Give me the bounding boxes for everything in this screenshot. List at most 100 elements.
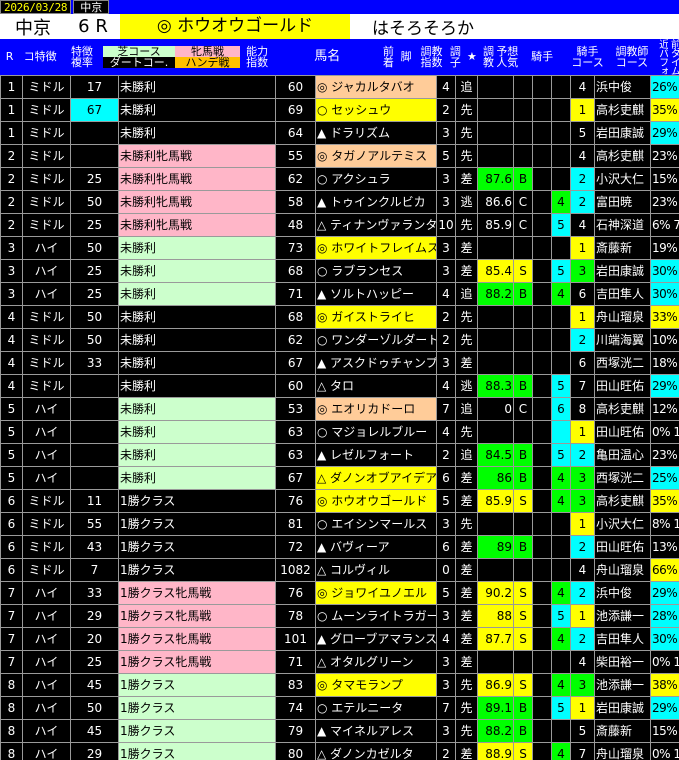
cell-training-index bbox=[477, 98, 514, 122]
venue-label: 中京 bbox=[73, 0, 110, 14]
table-row[interactable]: 7 ハイ 29 1勝クラス牝馬戦 78 ○ ムーンライトラガー 3 差 88 S 5 1 池添謙一 28%… bbox=[0, 604, 679, 628]
pick-horse-name: ホウオウゴールド bbox=[177, 16, 314, 36]
cell-pace: ミドル bbox=[22, 374, 71, 398]
cell-training-index: 89.1 bbox=[477, 696, 514, 720]
header-recent-perf-text: 近パフォ bbox=[656, 39, 668, 75]
cell-place-rate: 25 bbox=[70, 167, 119, 191]
featured-pick[interactable]: ◎ ホウオウゴールド bbox=[120, 14, 350, 39]
cell-ability-index: 67 bbox=[275, 351, 316, 375]
cell-jockey-course: 35% 3位 bbox=[650, 98, 679, 122]
cell-training bbox=[551, 650, 571, 674]
cell-prev-finish: 3 bbox=[436, 351, 456, 375]
cell-training: 4 bbox=[551, 190, 571, 214]
cell-race-no: 4 bbox=[0, 374, 23, 398]
cell-training bbox=[551, 351, 571, 375]
cell-prev-finish: 7 bbox=[436, 696, 456, 720]
cell-ability-index: 71 bbox=[275, 282, 316, 306]
cell-race-no: 3 bbox=[0, 259, 23, 283]
table-row[interactable]: 2 ミドル 25 未勝利牝馬戦 48 △ ティナンヴァランタ 10 先 85.9 C 5 4 石神深道 6… bbox=[0, 213, 679, 237]
chip-turf-course: 芝コース bbox=[102, 46, 176, 57]
cell-class: 未勝利 bbox=[118, 351, 276, 375]
cell-training-index: 86.6 bbox=[477, 190, 514, 214]
cell-pace: ミドル bbox=[22, 121, 71, 145]
cell-pace: ハイ bbox=[22, 581, 71, 605]
cell-ability-index: 60 bbox=[275, 374, 316, 398]
cell-star bbox=[532, 328, 552, 352]
cell-training bbox=[551, 305, 571, 329]
cell-jockey: 岩田康誠 bbox=[594, 259, 651, 283]
cell-training-index: 85.9 bbox=[477, 489, 514, 513]
cell-race-no: 4 bbox=[0, 305, 23, 329]
cell-star bbox=[532, 374, 552, 398]
cell-class: 未勝利牝馬戦 bbox=[118, 190, 276, 214]
table-row[interactable]: 7 ハイ 20 1勝クラス牝馬戦 101 ▲ グローブアマランス 4 差 87.7 S 4 2 吉田隼人… bbox=[0, 627, 679, 651]
cell-running-style: 追 bbox=[455, 75, 478, 99]
header-course-chips: 芝コース ダートコー. bbox=[102, 39, 176, 75]
cell-class: 未勝利 bbox=[118, 397, 276, 421]
cell-condition: S bbox=[513, 673, 533, 697]
cell-condition: C bbox=[513, 190, 533, 214]
cell-class: 未勝利 bbox=[118, 420, 276, 444]
cell-pace: ハイ bbox=[22, 742, 71, 760]
cell-place-rate: 25 bbox=[70, 282, 119, 306]
cell-star bbox=[532, 351, 552, 375]
table-row[interactable]: 7 ハイ 33 1勝クラス牝馬戦 76 ◎ ジョワイユノエル 5 差 90.2 S 4 2 浜中俊 29%… bbox=[0, 581, 679, 605]
header-jockey: 騎手 bbox=[531, 50, 554, 64]
cell-star bbox=[532, 742, 552, 760]
cell-training-index: 88 bbox=[477, 604, 514, 628]
cell-training-index bbox=[477, 144, 514, 168]
cell-training-index bbox=[477, 650, 514, 674]
cell-race-no: 7 bbox=[0, 627, 23, 651]
cell-training: 4 bbox=[551, 627, 571, 651]
cell-ability-index: 101 bbox=[275, 627, 316, 651]
cell-pace: ミドル bbox=[22, 305, 71, 329]
cell-jockey: 池添謙一 bbox=[594, 673, 651, 697]
cell-place-rate: 50 bbox=[70, 236, 119, 260]
header-r: R bbox=[5, 50, 14, 64]
cell-place-rate bbox=[70, 121, 119, 145]
table-row[interactable]: 6 ミドル 11 1勝クラス 76 ◎ ホウオウゴールド 5 差 85.9 S 4 3 高杉吏麒 35% … bbox=[0, 489, 679, 513]
cell-training-index: 89 bbox=[477, 535, 514, 559]
header-fuku-line2: 複率 bbox=[70, 56, 93, 69]
cell-jockey: 浜中俊 bbox=[594, 75, 651, 99]
cell-jockey-course: 10% 8位 bbox=[650, 328, 679, 352]
cell-popularity: 2 bbox=[570, 443, 595, 467]
cell-star bbox=[532, 75, 552, 99]
cell-popularity: 2 bbox=[570, 627, 595, 651]
cell-star bbox=[532, 581, 552, 605]
cell-training bbox=[551, 144, 571, 168]
cell-place-rate: 33 bbox=[70, 581, 119, 605]
cell-class: 未勝利牝馬戦 bbox=[118, 213, 276, 237]
cell-ability-index: 76 bbox=[275, 489, 316, 513]
cell-training-index: 88.9 bbox=[477, 742, 514, 760]
header-pop-line2: 人気 bbox=[496, 56, 518, 69]
cell-place-rate: 25 bbox=[70, 213, 119, 237]
table-row[interactable]: 2 ミドル 50 未勝利牝馬戦 58 ▲ トゥインクルビカ 3 逃 86.6 C 4 2 富田暁 23% … bbox=[0, 190, 679, 214]
cell-horse-name: ◎ エオリカドーロ bbox=[315, 397, 437, 421]
cell-popularity: 7 bbox=[570, 374, 595, 398]
